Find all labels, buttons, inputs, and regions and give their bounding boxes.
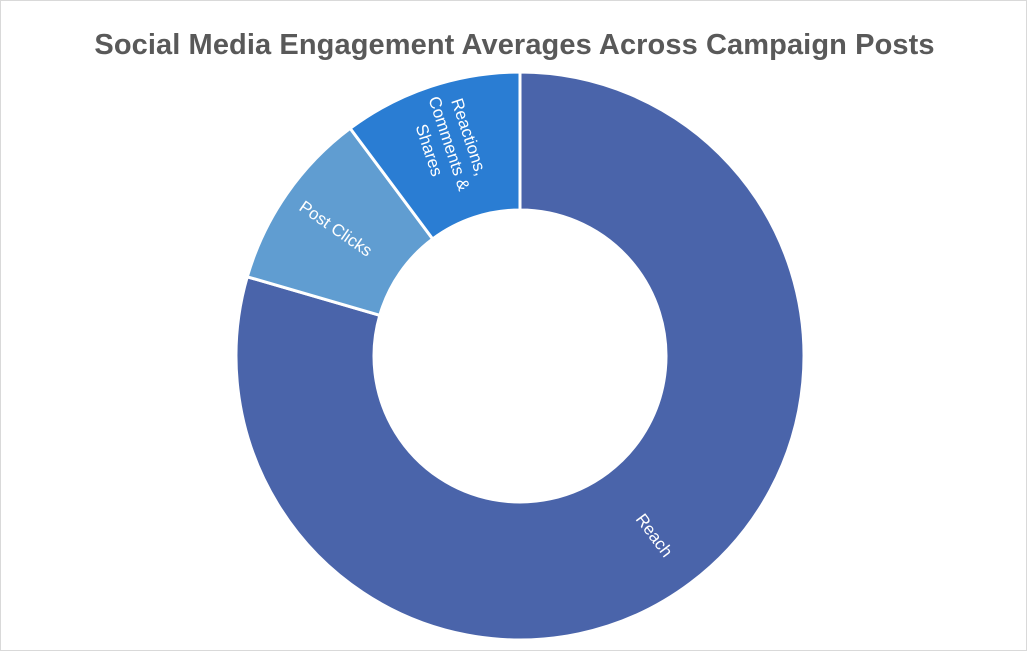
slice-reach [234, 70, 806, 642]
chart-title: Social Media Engagement Averages Across … [94, 29, 935, 61]
slice-reactions-comments-shares [348, 70, 522, 241]
chart-slices [234, 70, 806, 642]
